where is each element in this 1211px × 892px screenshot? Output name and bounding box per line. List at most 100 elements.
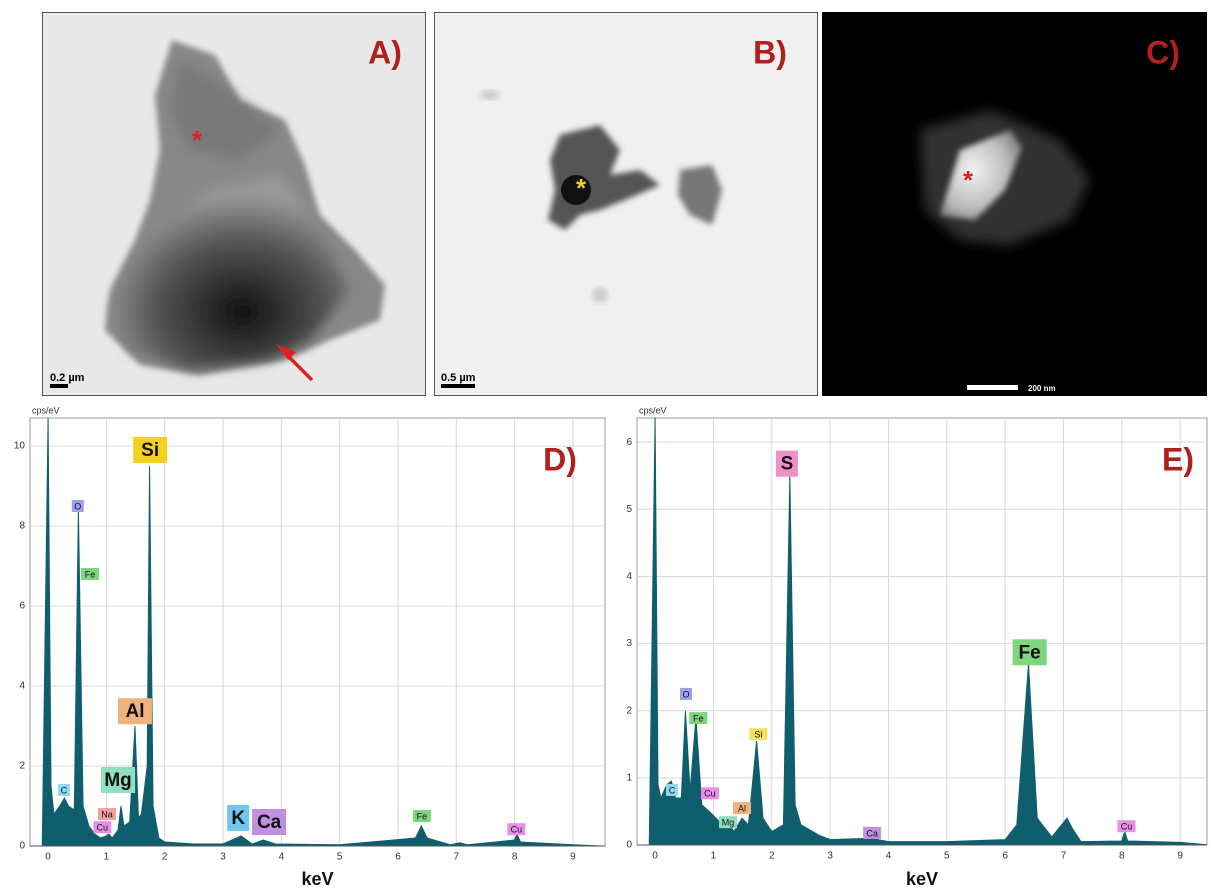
peak-label-box	[749, 728, 768, 741]
y-axis-label: cps/eV	[639, 405, 667, 415]
y-tick-label: 0	[19, 841, 25, 852]
peak-label-box	[680, 687, 693, 700]
peak-label: Mg	[104, 770, 131, 791]
x-axis-label: keV	[906, 869, 938, 889]
y-tick-label: 1	[626, 773, 632, 784]
peak-label-box	[117, 698, 152, 725]
particle-marker: *	[576, 173, 587, 203]
peak-label-box	[71, 500, 84, 512]
particle-marker: *	[192, 125, 203, 155]
peak-label: Ca	[257, 812, 282, 833]
x-tick-label: 6	[1002, 851, 1008, 862]
peak-label: Fe	[1019, 642, 1041, 663]
peak-label: K	[231, 808, 245, 829]
x-tick-label: 5	[944, 851, 950, 862]
peak-label: O	[74, 501, 81, 511]
peak-label-box	[133, 437, 168, 463]
peak-label-box	[700, 787, 719, 800]
peak-label: O	[682, 689, 689, 699]
y-tick-label: 4	[19, 681, 25, 692]
y-tick-label: 2	[19, 761, 25, 772]
y-tick-label: 4	[626, 571, 632, 582]
x-tick-label: 3	[220, 852, 226, 863]
peak-label-box	[81, 568, 100, 580]
spectrum	[648, 418, 1207, 845]
x-tick-label: 0	[652, 851, 658, 862]
peak-label-box	[689, 712, 708, 725]
y-axis-label: cps/eV	[32, 405, 60, 415]
x-tick-label: 9	[1177, 851, 1183, 862]
peak-label: Fe	[85, 569, 96, 579]
x-tick-label: 4	[886, 851, 892, 862]
peak-label: Si	[754, 730, 762, 740]
x-axis-label: keV	[301, 869, 333, 889]
plot-area	[636, 417, 1208, 846]
y-tick-label: 0	[626, 840, 632, 851]
peak-label: Cu	[1121, 822, 1133, 832]
peak-label: Cu	[97, 823, 109, 833]
x-tick-label: 0	[45, 852, 51, 863]
panel-label: B)	[753, 34, 787, 70]
x-tick-label: 5	[337, 852, 343, 863]
image-panel-a	[42, 12, 426, 396]
panel-label: A)	[368, 34, 402, 70]
y-tick-label: 8	[19, 521, 25, 532]
x-tick-label: 4	[279, 852, 285, 863]
scale-bar-label: 0.5 µm	[441, 372, 476, 384]
peak-label: Al	[125, 701, 144, 722]
peak-label: Cu	[704, 789, 716, 799]
peak-label: Fe	[417, 811, 428, 821]
x-tick-label: 2	[162, 852, 168, 863]
y-tick-label: 6	[626, 437, 632, 448]
peak-label-box	[57, 784, 70, 796]
peak-label: Al	[738, 803, 746, 813]
peak-label-box	[775, 450, 798, 477]
image-panel-b	[434, 12, 818, 396]
peak-label: Cu	[511, 825, 523, 835]
x-tick-label: 1	[104, 852, 110, 863]
x-tick-label: 6	[395, 852, 401, 863]
peak-label-box	[252, 809, 287, 835]
peak-label-box	[101, 767, 136, 793]
peak-label-box	[719, 816, 738, 829]
peak-label: Si	[141, 440, 159, 461]
peak-label-box	[93, 821, 112, 834]
peak-label-box	[97, 808, 116, 820]
y-tick-label: 2	[626, 705, 632, 716]
peak-label-box	[733, 802, 752, 815]
spectrum	[41, 418, 603, 846]
x-tick-label: 8	[512, 852, 518, 863]
panel-label: D)	[543, 441, 577, 477]
x-tick-label: 1	[711, 851, 717, 862]
peak-label: Ca	[866, 828, 878, 838]
peak-label-box	[507, 823, 526, 836]
y-tick-label: 3	[626, 638, 632, 649]
y-tick-label: 6	[19, 601, 25, 612]
peak-label-box	[1012, 639, 1047, 666]
peak-label: Fe	[693, 713, 704, 723]
y-tick-label: 5	[626, 504, 632, 515]
peak-label-box	[863, 826, 882, 839]
image-panel-c	[822, 12, 1207, 396]
peak-label-box	[1117, 820, 1136, 833]
particle-marker: *	[963, 165, 974, 195]
x-tick-label: 3	[827, 851, 833, 862]
x-tick-label: 7	[1061, 851, 1067, 862]
x-tick-label: 8	[1119, 851, 1125, 862]
scale-bar-label: 200 nm	[1028, 384, 1056, 393]
panel-label: C)	[1146, 34, 1180, 70]
x-tick-label: 7	[454, 852, 460, 863]
peak-label: Mg	[722, 818, 735, 828]
peak-label: C	[669, 785, 676, 795]
panel-label: E)	[1162, 441, 1194, 477]
y-tick-label: 10	[14, 441, 26, 452]
peak-label-box	[227, 805, 250, 831]
scale-bar-label: 0.2 µm	[50, 372, 85, 384]
peak-label-box	[666, 783, 679, 796]
peak-label: C	[61, 785, 68, 795]
peak-label-box	[412, 810, 431, 822]
x-tick-label: 9	[570, 852, 576, 863]
x-tick-label: 2	[769, 851, 775, 862]
peak-label: S	[781, 454, 794, 475]
